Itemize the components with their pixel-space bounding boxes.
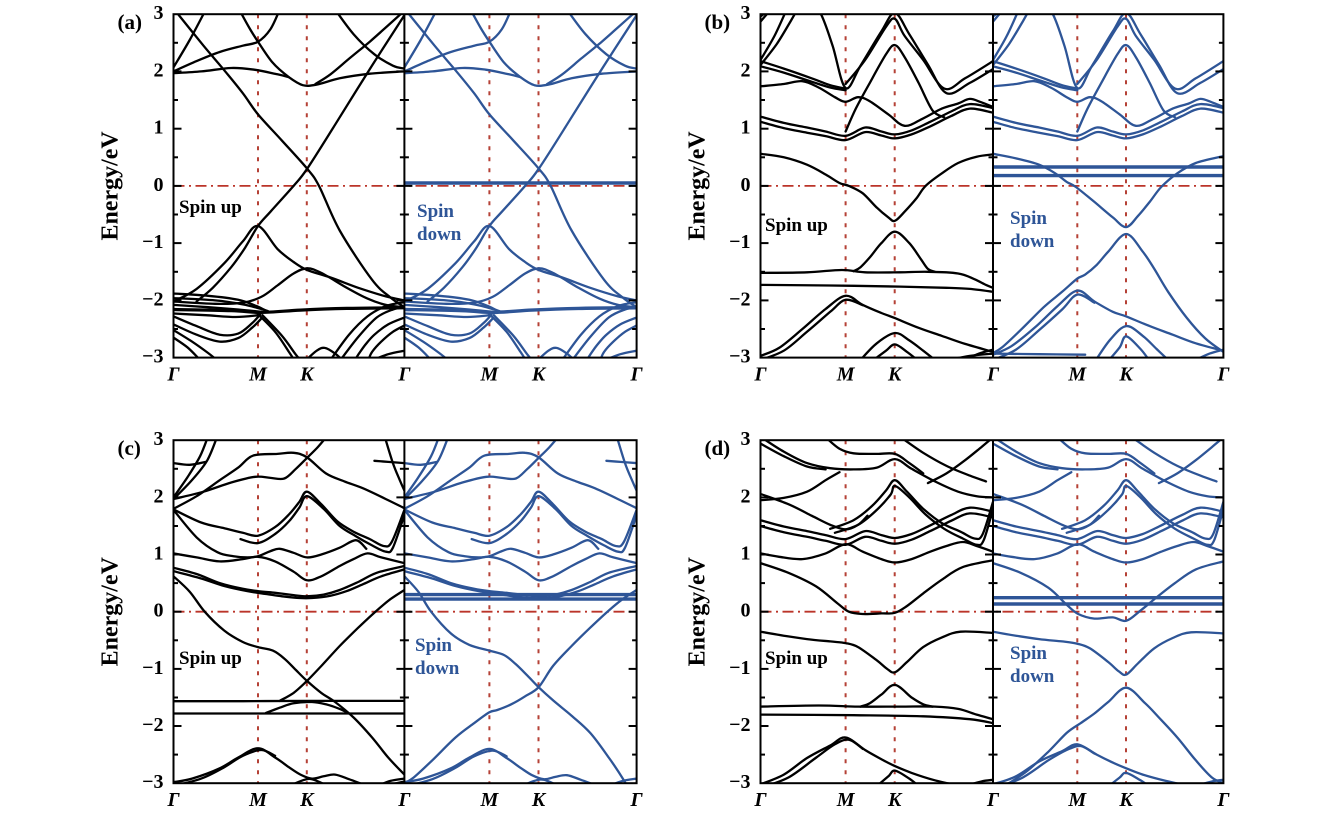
svg-text:3: 3 (741, 2, 751, 24)
svg-text:1: 1 (154, 543, 164, 565)
svg-text:0: 0 (741, 600, 751, 622)
svg-text:Γ: Γ (630, 364, 644, 386)
svg-text:Γ: Γ (166, 364, 180, 386)
svg-text:K: K (887, 789, 903, 811)
svg-text:K: K (299, 789, 315, 811)
svg-text:Spin up: Spin up (765, 215, 828, 236)
svg-text:M: M (480, 789, 500, 811)
svg-text:Γ: Γ (1216, 364, 1230, 386)
svg-text:K: K (299, 364, 315, 386)
svg-text:3: 3 (154, 428, 164, 450)
svg-text:Γ: Γ (1216, 789, 1230, 811)
svg-text:−2: −2 (142, 714, 163, 736)
svg-text:Energy/eV: Energy/eV (685, 131, 711, 241)
svg-text:Spin: Spin (1010, 643, 1047, 664)
svg-text:down: down (1010, 231, 1055, 252)
svg-text:M: M (836, 789, 856, 811)
svg-text:(a): (a) (118, 10, 143, 34)
svg-text:1: 1 (741, 543, 751, 565)
svg-text:M: M (248, 364, 268, 386)
svg-text:−3: −3 (142, 771, 163, 793)
svg-text:Energy/eV: Energy/eV (98, 131, 124, 241)
svg-text:−2: −2 (729, 288, 750, 310)
svg-text:−2: −2 (142, 288, 163, 310)
svg-text:−1: −1 (729, 657, 750, 679)
svg-text:−1: −1 (142, 231, 163, 253)
svg-text:K: K (887, 364, 903, 386)
svg-text:down: down (417, 224, 462, 245)
svg-text:Spin up: Spin up (179, 648, 242, 669)
svg-text:3: 3 (154, 2, 164, 24)
svg-text:Spin: Spin (415, 635, 452, 656)
svg-text:M: M (836, 364, 856, 386)
svg-text:(d): (d) (705, 436, 731, 460)
svg-text:(c): (c) (118, 436, 141, 460)
svg-text:Energy/eV: Energy/eV (685, 556, 711, 666)
svg-text:Γ: Γ (986, 789, 1000, 811)
svg-text:Γ: Γ (397, 789, 411, 811)
svg-text:Spin: Spin (417, 201, 454, 222)
svg-text:2: 2 (154, 485, 164, 507)
svg-text:down: down (1010, 666, 1055, 687)
svg-text:2: 2 (741, 485, 751, 507)
svg-text:0: 0 (154, 174, 164, 196)
svg-text:K: K (1118, 364, 1134, 386)
svg-text:M: M (1067, 364, 1087, 386)
svg-text:1: 1 (154, 117, 164, 139)
svg-text:0: 0 (741, 174, 751, 196)
svg-text:Γ: Γ (753, 789, 767, 811)
svg-text:2: 2 (741, 59, 751, 81)
svg-text:K: K (1118, 789, 1134, 811)
svg-text:Energy/eV: Energy/eV (98, 556, 124, 666)
svg-text:(b): (b) (705, 10, 731, 34)
svg-text:−2: −2 (729, 714, 750, 736)
svg-text:Spin up: Spin up (179, 197, 242, 218)
svg-text:Γ: Γ (630, 789, 644, 811)
svg-text:2: 2 (154, 59, 164, 81)
svg-text:Γ: Γ (166, 789, 180, 811)
svg-text:Γ: Γ (986, 364, 1000, 386)
svg-text:−1: −1 (142, 657, 163, 679)
svg-text:Γ: Γ (397, 364, 411, 386)
svg-text:M: M (1067, 789, 1087, 811)
svg-text:Spin: Spin (1010, 208, 1047, 229)
svg-text:down: down (415, 658, 460, 679)
svg-text:−1: −1 (729, 231, 750, 253)
svg-text:−3: −3 (142, 346, 163, 368)
svg-text:Γ: Γ (753, 364, 767, 386)
svg-text:3: 3 (741, 428, 751, 450)
svg-text:0: 0 (154, 600, 164, 622)
svg-text:K: K (531, 789, 547, 811)
svg-text:M: M (248, 789, 268, 811)
svg-text:−3: −3 (729, 346, 750, 368)
svg-text:1: 1 (741, 117, 751, 139)
svg-text:K: K (531, 364, 547, 386)
svg-text:M: M (480, 364, 500, 386)
svg-text:Spin up: Spin up (765, 648, 828, 669)
svg-text:−3: −3 (729, 771, 750, 793)
